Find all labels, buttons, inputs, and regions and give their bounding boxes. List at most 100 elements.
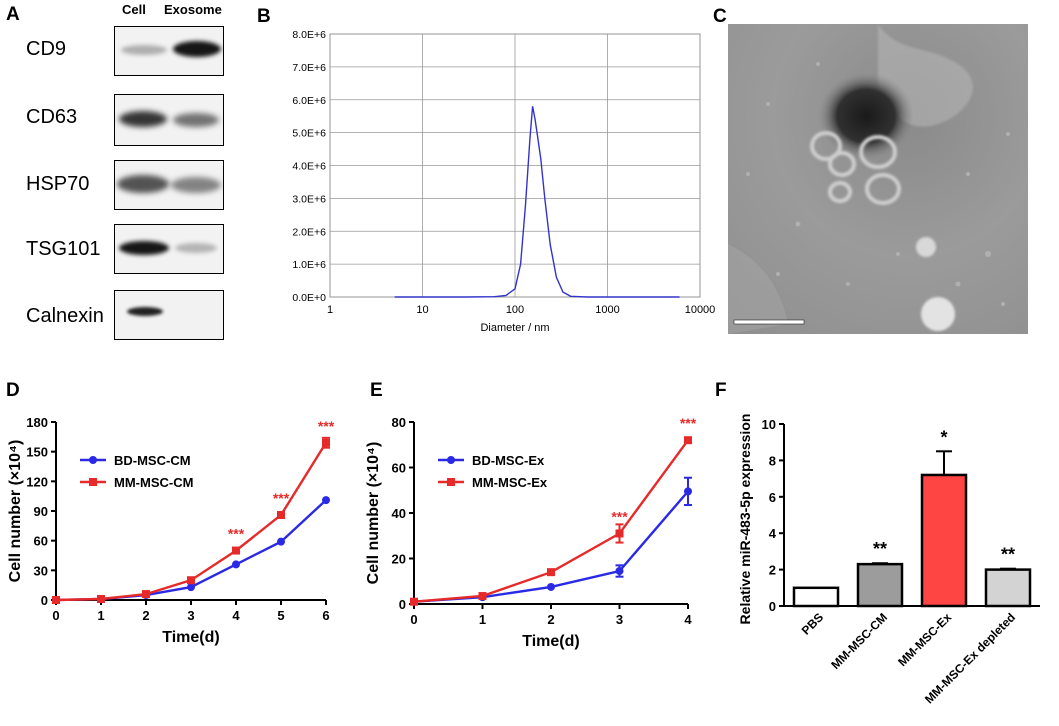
y-tick-label: 2.0E+6 — [292, 226, 326, 238]
y-tick-label: 0.0E+0 — [292, 292, 326, 304]
y-axis-label: Cell number (×10⁴) — [7, 440, 24, 583]
blot-cd9 — [114, 26, 224, 76]
band-cd63-exosome — [173, 113, 219, 127]
vesicle — [921, 297, 955, 331]
marker-label-calnexin: Calnexin — [26, 305, 104, 327]
data-point — [410, 597, 418, 606]
y-tick-label: 30 — [34, 563, 48, 578]
y-tick-label: 0 — [41, 593, 48, 608]
data-point — [547, 582, 555, 591]
x-tick-label: 5 — [277, 608, 284, 623]
vesicle — [859, 135, 897, 169]
data-point — [52, 596, 60, 604]
y-tick-label: 60 — [34, 534, 48, 549]
x-tick-label: 6 — [322, 608, 329, 623]
band-hsp70-cell — [117, 175, 169, 193]
y-tick-label: 8.0E+6 — [292, 29, 326, 41]
vesicle — [865, 173, 901, 205]
band-tsg101-exosome — [175, 243, 217, 253]
y-tick-label: 6 — [769, 490, 776, 505]
x-tick-label: 4 — [232, 608, 240, 623]
significance-marker: *** — [680, 415, 697, 431]
y-tick-label: 4 — [769, 526, 777, 541]
data-point — [187, 583, 195, 592]
legend-label: MM-MSC-Ex — [472, 475, 548, 490]
y-tick-label: 5.0E+6 — [292, 128, 326, 140]
y-tick-label: 0 — [769, 599, 776, 614]
x-category-label: MM-MSC-CM — [828, 610, 890, 672]
vesicle — [916, 237, 936, 257]
significance-marker: *** — [318, 418, 335, 434]
bar-pbs — [792, 586, 840, 608]
y-tick-label: 0 — [399, 597, 406, 612]
panel-label-f: F — [715, 380, 727, 401]
band-tsg101-cell — [119, 241, 169, 255]
band-hsp70-exosome — [171, 177, 221, 193]
y-tick-label: 80 — [392, 415, 406, 430]
y-tick-label: 120 — [26, 474, 48, 489]
band-cd63-cell — [119, 111, 167, 127]
y-axis-label: Relative miR-483-5p expression — [737, 414, 753, 625]
size-distribution-line — [394, 106, 680, 298]
band-cd9-cell — [121, 45, 167, 55]
x-tick-label: 3 — [187, 608, 194, 623]
x-tick-label: 0 — [410, 612, 417, 627]
x-tick-label: 2 — [142, 608, 149, 623]
marker-label-tsg101: TSG101 — [26, 238, 101, 260]
band-cd9-exosome — [173, 41, 221, 57]
x-tick-label: 3 — [616, 612, 623, 627]
bar-mm-msc-cm — [856, 562, 904, 608]
x-tick-label: 1 — [479, 612, 486, 627]
legend-label: BD-MSC-CM — [114, 453, 191, 468]
legend-label: BD-MSC-Ex — [472, 453, 545, 468]
band-calnexin-cell — [127, 307, 163, 316]
data-point — [684, 436, 692, 445]
data-point — [615, 529, 624, 538]
significance-marker: * — [940, 427, 947, 447]
data-point — [547, 568, 555, 577]
significance-marker: *** — [273, 490, 290, 506]
y-tick-label: 150 — [26, 445, 48, 460]
data-point — [232, 546, 240, 555]
data-point — [684, 487, 692, 496]
bar-mm-msc-ex-depleted — [984, 568, 1032, 608]
column-header-exosome: Exosome — [164, 2, 222, 17]
blot-calnexin — [114, 290, 224, 340]
legend-marker — [447, 456, 455, 464]
data-point — [277, 537, 285, 546]
dark-aggregate — [818, 72, 914, 160]
marker-label-hsp70: HSP70 — [26, 173, 90, 195]
significance-marker: ** — [1001, 545, 1015, 565]
x-tick-label: 2 — [547, 612, 554, 627]
series-line-mm-msc-ex — [413, 439, 689, 603]
panel-label-a: A — [6, 4, 20, 25]
data-point — [232, 560, 240, 569]
data-point — [478, 592, 487, 601]
panel-label-d: D — [6, 380, 20, 401]
y-tick-label: 40 — [392, 506, 406, 521]
y-tick-label: 3.0E+6 — [292, 193, 326, 205]
vesicle — [810, 131, 842, 161]
marker-label-cd63: CD63 — [26, 106, 78, 128]
data-point — [187, 576, 195, 585]
x-tick-label: 1 — [327, 304, 333, 316]
data-point — [277, 510, 285, 519]
x-axis-label: Diameter / nm — [480, 322, 549, 334]
x-category-label: MM-MSC-Ex — [895, 610, 954, 669]
y-tick-label: 6.0E+6 — [292, 95, 326, 107]
significance-marker: ** — [873, 539, 887, 559]
x-axis-label: Time(d) — [522, 633, 579, 650]
x-tick-label: 4 — [684, 612, 692, 627]
panel-d-cell-growth-chart: 0 30 60 90 120 150 180 0 1 2 3 4 5 6 Time(d) Cell numbe… — [7, 415, 335, 646]
x-axis-label: Time(d) — [162, 629, 219, 646]
marker-label-cd9: CD9 — [26, 38, 67, 60]
data-point — [615, 567, 624, 576]
y-axis-label: Cell number (×10⁴) — [365, 442, 382, 585]
legend-marker — [447, 478, 455, 486]
y-tick-label: 90 — [34, 504, 48, 519]
column-header-cell: Cell — [122, 2, 146, 17]
significance-marker: *** — [228, 526, 245, 542]
y-tick-label: 8 — [769, 453, 776, 468]
panel-f-mir483-bar-chart: 0 2 4 6 8 10 Relative miR-483-5p expression PBS… — [737, 414, 1040, 706]
y-tick-label: 180 — [26, 415, 48, 430]
